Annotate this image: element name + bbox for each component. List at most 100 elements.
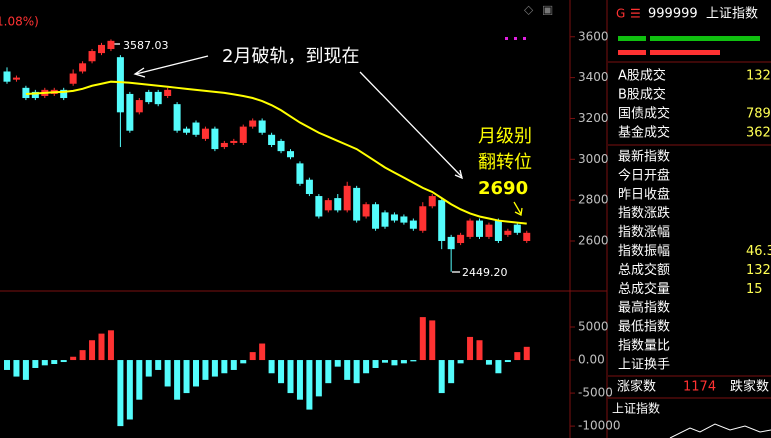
hist-bar	[164, 360, 171, 387]
candle-body	[428, 196, 436, 207]
hist-bar	[202, 360, 209, 380]
hist-bar	[107, 330, 114, 361]
hist-bar	[278, 360, 285, 384]
hist-bar	[363, 360, 370, 374]
candle-body	[135, 100, 143, 113]
candle-body	[116, 57, 124, 113]
candle-body	[353, 187, 361, 221]
hist-bar	[174, 360, 181, 400]
up-count: 1174	[683, 380, 716, 395]
candle-body	[466, 220, 474, 237]
candle-body	[334, 198, 342, 211]
panel-menu[interactable]: ☰	[630, 7, 641, 21]
hist-bar	[495, 360, 502, 374]
annotation: 3587.03	[123, 39, 169, 52]
hist-bar	[98, 333, 105, 361]
hist-bar	[457, 360, 464, 364]
y-tick-label: -10000	[578, 419, 621, 433]
hist-bar	[70, 356, 77, 361]
panel-label: 总成交量	[618, 281, 670, 297]
hist-bar	[372, 360, 379, 368]
hist-bar	[514, 352, 521, 361]
annotation: 2月破轨，到现在	[222, 46, 359, 67]
tool-icon[interactable]: ▣	[542, 3, 553, 17]
hist-bar	[419, 317, 426, 361]
annotation: 2449.20	[462, 266, 508, 279]
candle-body	[220, 142, 228, 148]
hist-bar	[22, 360, 29, 380]
candle-body	[258, 120, 266, 133]
candle-body	[296, 163, 304, 184]
candle-body	[523, 232, 531, 241]
panel-label: 总成交额	[618, 262, 670, 278]
dots	[505, 37, 526, 40]
candle-body	[390, 214, 398, 221]
candle-body	[343, 185, 351, 211]
panel-label: B股成交	[618, 87, 666, 103]
candle-body	[305, 179, 313, 195]
hist-bar	[145, 360, 152, 377]
hist-bar	[344, 360, 351, 380]
candle-body	[249, 120, 257, 127]
panel-g[interactable]: G	[616, 7, 625, 21]
panel-label: 指数涨跌	[618, 205, 670, 221]
hist-bar	[448, 360, 455, 384]
hist-bar	[467, 336, 474, 361]
candle-body	[362, 204, 370, 217]
y-tick-label: 2800	[578, 193, 609, 207]
hist-bar	[230, 360, 237, 370]
hist-bar	[504, 360, 511, 363]
candle-body	[12, 77, 20, 80]
hist-bar	[523, 346, 530, 361]
hist-bar	[306, 360, 313, 410]
mini-chart	[669, 423, 771, 438]
panel-value: 362	[746, 126, 771, 141]
candle-body	[381, 212, 389, 227]
hist-bar	[79, 350, 86, 361]
hist-bar	[268, 360, 275, 374]
candle-body	[513, 224, 521, 233]
candle-body	[476, 220, 483, 237]
annotation: 2690	[478, 178, 528, 199]
candle-body	[107, 40, 115, 50]
panel-bars	[618, 36, 760, 55]
panel-label: 国债成交	[618, 106, 670, 122]
y-tick-label: 3200	[578, 111, 609, 125]
panel-label: 今日开盘	[618, 167, 670, 183]
panel-label: 最高指数	[618, 300, 670, 316]
candle-body	[192, 122, 200, 135]
candle-body	[126, 93, 134, 131]
y-tick-label: 3000	[578, 152, 609, 166]
panel-label: A股成交	[618, 68, 666, 84]
candle-body	[419, 206, 427, 231]
candle-body	[154, 91, 162, 105]
hist-bar	[391, 360, 398, 366]
y-tick-label: -5000	[578, 386, 613, 400]
hist-bar	[325, 360, 332, 384]
candle-body	[88, 51, 96, 62]
panel-label: 最低指数	[618, 320, 670, 335]
panel-value: 46.3	[746, 244, 771, 259]
panel-label: 昨日收盘	[618, 186, 670, 202]
candle-body	[60, 89, 68, 99]
panel-label: 指数振幅	[618, 244, 670, 259]
panel-label: 最新指数	[618, 149, 670, 165]
candle-body	[485, 224, 493, 237]
candle-body	[98, 44, 105, 54]
panel-value: 132	[746, 263, 771, 278]
hist-bar	[41, 360, 48, 366]
hist-bar	[136, 360, 143, 400]
hist-bar	[211, 360, 218, 377]
candle-body	[164, 89, 172, 96]
hist-bar	[334, 360, 341, 367]
candle-body	[145, 91, 153, 103]
hist-bar	[89, 340, 96, 361]
hist-bar	[353, 360, 360, 384]
hist-bar	[4, 360, 10, 370]
candle-body	[183, 128, 191, 133]
hist-bar	[221, 360, 228, 374]
up-label: 涨家数	[617, 379, 656, 395]
candle-body	[268, 134, 276, 145]
tool-icon[interactable]: ◇	[524, 3, 534, 17]
